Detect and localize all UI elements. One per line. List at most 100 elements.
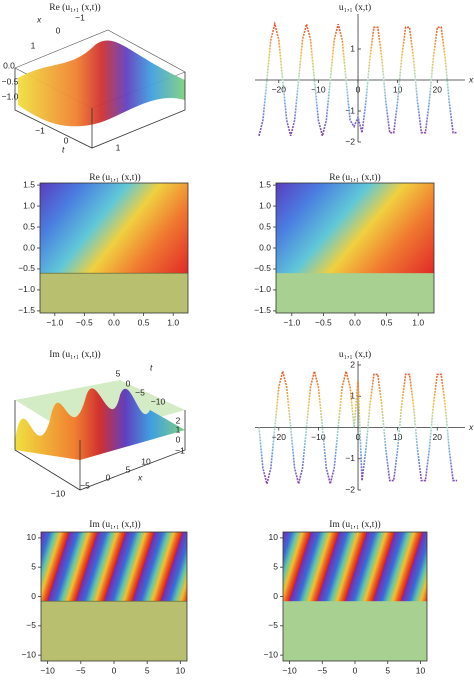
z-tick-label: 0 — [176, 434, 181, 444]
x-axis-label: x — [468, 74, 474, 84]
chart-title: Re (u₁,₁ (x,t)) — [329, 172, 380, 183]
y-tick-label: −0.5 — [254, 263, 271, 273]
t-tick-label: −10 — [151, 396, 166, 406]
x-tick-label: −5 — [76, 665, 86, 675]
y-tick-label: −1 — [345, 453, 355, 463]
field-lower — [41, 601, 187, 661]
y-tick-label: 10 — [27, 532, 37, 542]
x-tick-label: 10 — [393, 84, 403, 94]
t-axis-label: t — [62, 144, 65, 154]
chart-title: u₁,₁ (x,t) — [339, 349, 371, 360]
z-tick-label: −1 — [175, 445, 185, 455]
y-tick-label: 1 — [350, 391, 355, 401]
y-tick-label: 5 — [273, 561, 278, 571]
y-tick-label: −1.0 — [18, 284, 35, 294]
y-tick-label: 1.5 — [259, 179, 271, 189]
y-tick-label: 0.0 — [259, 242, 271, 252]
x-tick-label: −1.0 — [283, 317, 300, 327]
z-tick-label: −0.5 — [2, 76, 19, 86]
field-lower — [40, 273, 188, 313]
chart-title: Re (u₁,₁ (x,t)) — [89, 172, 140, 183]
y-tick-label: −5 — [26, 620, 36, 630]
y-tick-label: −0.5 — [18, 263, 35, 273]
y-tick-label: 0.0 — [23, 242, 35, 252]
x-tick-label: 0 — [353, 665, 358, 675]
y-tick-label: 1.0 — [23, 200, 35, 210]
x-tick-label: −1 — [75, 12, 85, 22]
y-tick-label: −2 — [345, 136, 355, 146]
y-tick-label: 10 — [269, 532, 279, 542]
x-tick-label: 0.0 — [349, 317, 361, 327]
z-tick-label: 2 — [176, 415, 181, 425]
y-tick-label: 0 — [273, 591, 278, 601]
x-axis-label: x — [36, 14, 42, 24]
x-tick-label: −0.5 — [315, 317, 332, 327]
y-tick-label: 0.5 — [23, 221, 35, 231]
chart-title: Im (u₁,₁ (x,t)) — [329, 519, 380, 530]
y-tick-label: −1.0 — [254, 284, 271, 294]
x-tick-label: 0 — [112, 665, 117, 675]
x-tick-label: 20 — [433, 84, 443, 94]
chart-title: Im (u₁,₁ (x,t)) — [49, 349, 100, 360]
x-tick-label: 0 — [106, 472, 111, 482]
x-tick-label: 0 — [56, 25, 61, 35]
chart-title: Re (u₁,₁ (x,t)) — [49, 2, 100, 13]
surface-plot-2 — [14, 380, 186, 491]
x-tick-label: 0 — [356, 432, 361, 442]
x-tick-label: −5 — [80, 480, 90, 490]
t-tick-label: −1 — [35, 125, 45, 135]
x-tick-label: 5 — [385, 665, 390, 675]
x-tick-label: 20 — [433, 432, 443, 442]
x-tick-label: 10 — [416, 665, 426, 675]
x-tick-label: −10 — [51, 488, 66, 498]
x-tick-label: −1.0 — [46, 317, 63, 327]
y-tick-label: 1.5 — [23, 179, 35, 189]
t-axis-label: t — [150, 362, 153, 372]
z-tick-label: 0.0 — [3, 60, 15, 70]
z-tick-label: 1 — [176, 424, 181, 434]
x-tick-label: 1.0 — [167, 317, 179, 327]
x-axis-label: x — [137, 472, 143, 482]
curve — [258, 371, 458, 484]
x-tick-label: −5 — [317, 665, 327, 675]
x-tick-label: −0.5 — [76, 317, 93, 327]
surface-plot-1 — [14, 29, 186, 149]
x-tick-label: −20 — [272, 84, 287, 94]
field-lower — [276, 273, 434, 313]
y-tick-label: −10 — [264, 649, 279, 659]
y-tick-label: 1 — [350, 43, 355, 53]
x-tick-label: 0.0 — [108, 317, 120, 327]
x-tick-label: 5 — [126, 464, 131, 474]
y-tick-label: −1.5 — [18, 305, 35, 315]
t-tick-label: −5 — [135, 387, 145, 397]
y-tick-label: 2 — [350, 359, 355, 369]
t-tick-label: 0 — [64, 135, 69, 145]
y-tick-label: −5 — [268, 620, 278, 630]
y-tick-label: 0 — [31, 591, 36, 601]
x-tick-label: −20 — [272, 432, 287, 442]
y-tick-label: −1 — [345, 105, 355, 115]
chart-title: Im (u₁,₁ (x,t)) — [89, 519, 140, 530]
x-tick-label: −10 — [311, 432, 326, 442]
x-tick-label: 1.0 — [412, 317, 424, 327]
x-tick-label: 10 — [176, 665, 186, 675]
x-tick-label: 0.5 — [381, 317, 393, 327]
t-tick-label: 0 — [126, 378, 131, 388]
x-axis-label: x — [468, 422, 474, 432]
y-tick-label: −10 — [22, 649, 37, 659]
chart-title: u₁,₁ (x,t) — [339, 2, 371, 13]
y-tick-label: −2 — [345, 484, 355, 494]
x-tick-label: −10 — [282, 665, 297, 675]
curve — [258, 24, 458, 136]
y-tick-label: 5 — [31, 561, 36, 571]
y-tick-label: 1.0 — [259, 200, 271, 210]
x-tick-label: 10 — [393, 432, 403, 442]
x-tick-label: 5 — [145, 665, 150, 675]
t-tick-label: 5 — [116, 368, 121, 378]
x-tick-label: −10 — [40, 665, 55, 675]
x-tick-label: 0 — [356, 84, 361, 94]
z-tick-label: −1.0 — [2, 91, 19, 101]
x-tick-label: 10 — [141, 456, 151, 466]
